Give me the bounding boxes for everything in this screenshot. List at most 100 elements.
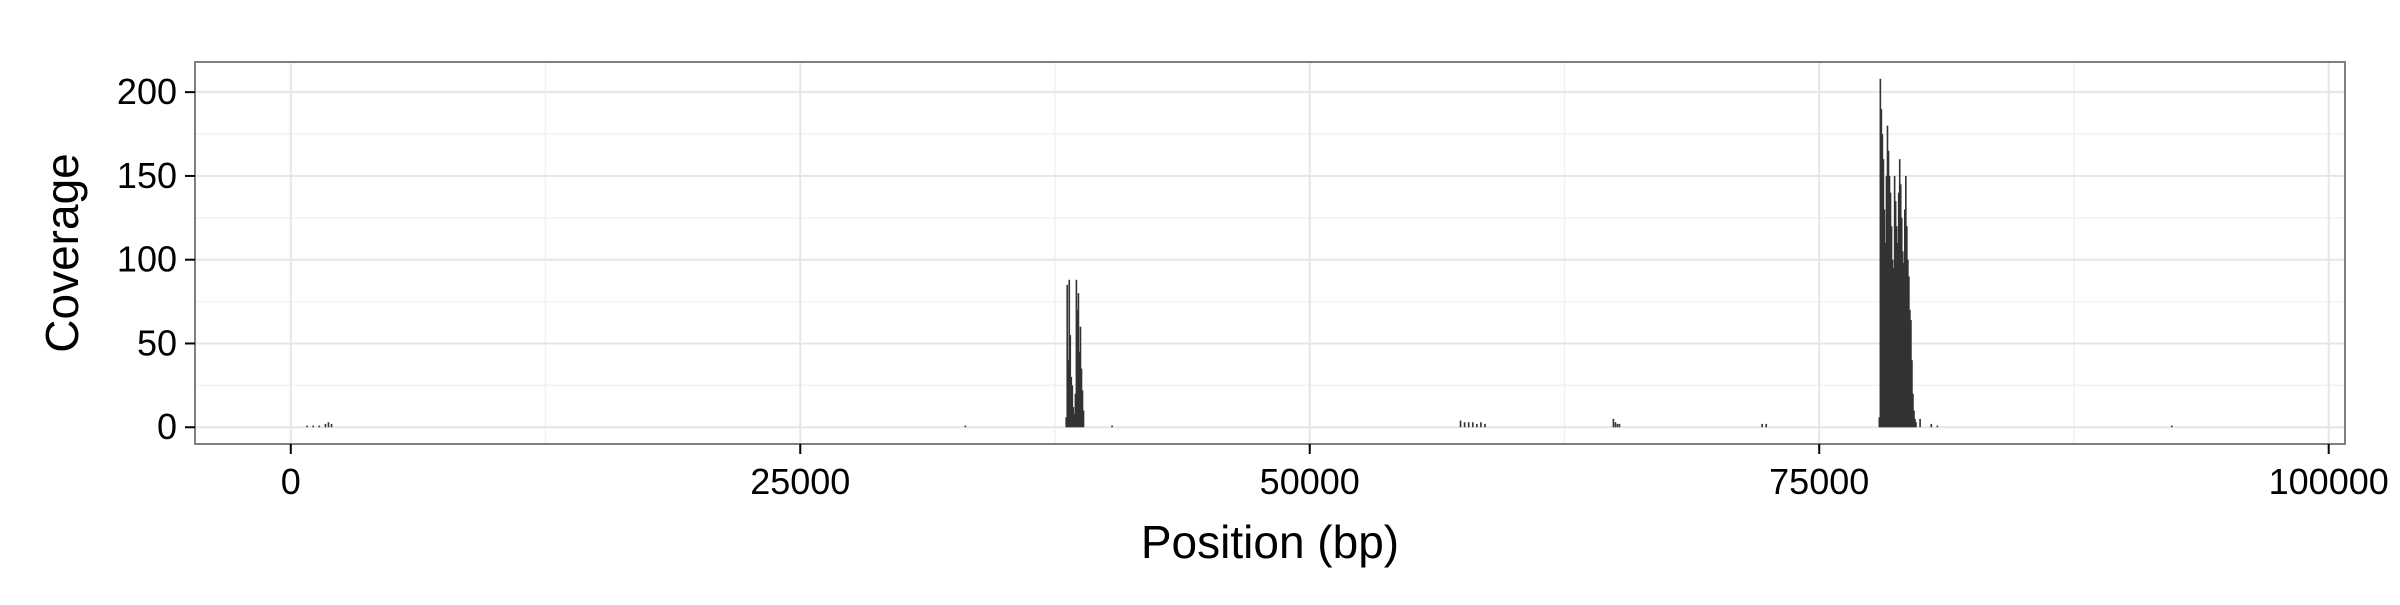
- coverage-bar: [1919, 418, 1921, 428]
- coverage-bar: [1905, 175, 1907, 428]
- coverage-bar: [1077, 293, 1080, 428]
- coverage-bar: [318, 425, 321, 428]
- coverage-bar: [1895, 226, 1898, 428]
- coverage-bar: [1899, 184, 1902, 428]
- coverage-bar: [1900, 217, 1903, 428]
- coverage-bar: [1936, 425, 1939, 428]
- coverage-bar: [1890, 226, 1893, 428]
- coverage-bar: [312, 425, 315, 428]
- coverage-bar: [1889, 192, 1892, 428]
- coverage-bar: [1075, 279, 1078, 428]
- coverage-bar: [964, 425, 967, 428]
- y-tick-label: 200: [117, 71, 177, 112]
- coverage-bar: [1901, 251, 1904, 428]
- coverage-bar: [1892, 268, 1895, 428]
- x-tick-label: 75000: [1769, 461, 1869, 502]
- coverage-bar: [1071, 385, 1074, 428]
- coverage-bar: [1080, 368, 1083, 428]
- coverage-bar: [1074, 393, 1077, 428]
- coverage-bar: [1073, 413, 1076, 428]
- coverage-bar: [1079, 326, 1082, 428]
- coverage-bar: [1909, 309, 1911, 428]
- y-axis-label: Coverage: [36, 153, 88, 352]
- coverage-bar: [1471, 422, 1474, 428]
- grid-lines: [195, 62, 2345, 444]
- coverage-bar: [1480, 422, 1482, 428]
- y-tick-label: 100: [117, 239, 177, 280]
- coverage-bar: [1888, 175, 1891, 428]
- coverage-bar: [1070, 376, 1073, 428]
- plot-border: [194, 61, 2346, 445]
- coverage-bar: [1911, 360, 1913, 428]
- coverage-bar: [1484, 423, 1486, 428]
- coverage-bar: [327, 422, 330, 428]
- coverage-bar: [1879, 78, 1882, 428]
- coverage-bar: [1880, 108, 1883, 428]
- coverage-bar: [1463, 422, 1466, 428]
- coverage-bar: [1898, 159, 1901, 428]
- x-tick-label: 0: [281, 461, 301, 502]
- coverage-bar: [1902, 263, 1905, 428]
- coverage-bar: [1878, 417, 1881, 428]
- coverage-bar: [1616, 423, 1619, 428]
- coverage-bar: [1891, 259, 1894, 428]
- coverage-bar: [1082, 410, 1085, 428]
- coverage-bar: [1886, 125, 1889, 428]
- coverage-bar: [1065, 417, 1068, 428]
- coverage-bar: [1066, 284, 1069, 428]
- y-tick-label: 0: [157, 406, 177, 447]
- coverage-bar: [1887, 150, 1890, 428]
- coverage-bar: [1881, 134, 1884, 428]
- coverage-bar: [1883, 209, 1886, 428]
- coverage-bar: [1072, 407, 1075, 428]
- coverage-bar: [1612, 418, 1615, 428]
- plot-panel: [195, 62, 2345, 444]
- coverage-bar: [1885, 175, 1888, 428]
- coverage-bar: [1906, 226, 1908, 428]
- coverage-bars: [306, 78, 2173, 428]
- y-axis: 0 50 100 150 200: [117, 71, 195, 447]
- x-axis: 0 25000 50000 75000 100000: [281, 444, 2389, 502]
- coverage-bar: [1765, 423, 1768, 428]
- x-axis-label: Position (bp): [1141, 516, 1399, 568]
- coverage-bar: [1476, 423, 1478, 428]
- coverage-bar: [2170, 425, 2173, 428]
- coverage-bar: [1882, 159, 1885, 428]
- coverage-bar: [1913, 410, 1915, 428]
- coverage-bar: [1761, 423, 1763, 428]
- coverage-bar: [1467, 422, 1470, 428]
- coverage-bar: [1111, 425, 1113, 428]
- coverage-bar: [1914, 418, 1916, 428]
- coverage-bar: [1912, 393, 1914, 428]
- coverage-bar: [306, 425, 308, 428]
- coverage-bar: [1904, 209, 1906, 428]
- coverage-bar: [1614, 422, 1617, 428]
- coverage-bar: [1915, 422, 1917, 428]
- y-tick-label: 150: [117, 155, 177, 196]
- x-tick-label: 25000: [750, 461, 850, 502]
- coverage-bar: [1908, 276, 1910, 428]
- x-tick-label: 100000: [2269, 461, 2389, 502]
- coverage-bar: [1069, 335, 1072, 428]
- y-tick-label: 50: [137, 322, 177, 363]
- coverage-bar: [1068, 279, 1071, 428]
- coverage-bar: [1618, 423, 1621, 428]
- coverage-bar: [1894, 201, 1897, 428]
- coverage-bar: [330, 423, 333, 428]
- coverage-bar: [324, 423, 327, 428]
- coverage-bar: [1893, 175, 1896, 428]
- coverage-bar: [1930, 423, 1933, 428]
- coverage-bar: [1896, 242, 1899, 428]
- coverage-bar: [1910, 320, 1912, 428]
- coverage-bar: [1078, 351, 1081, 428]
- coverage-bar: [1459, 420, 1462, 428]
- x-tick-label: 50000: [1260, 461, 1360, 502]
- coverage-bar: [1884, 242, 1887, 428]
- coverage-bar: [1076, 309, 1079, 428]
- coverage-bar: [1897, 192, 1900, 428]
- coverage-bar: [1907, 259, 1909, 428]
- coverage-bar: [1081, 390, 1084, 428]
- coverage-bar: [1067, 360, 1070, 428]
